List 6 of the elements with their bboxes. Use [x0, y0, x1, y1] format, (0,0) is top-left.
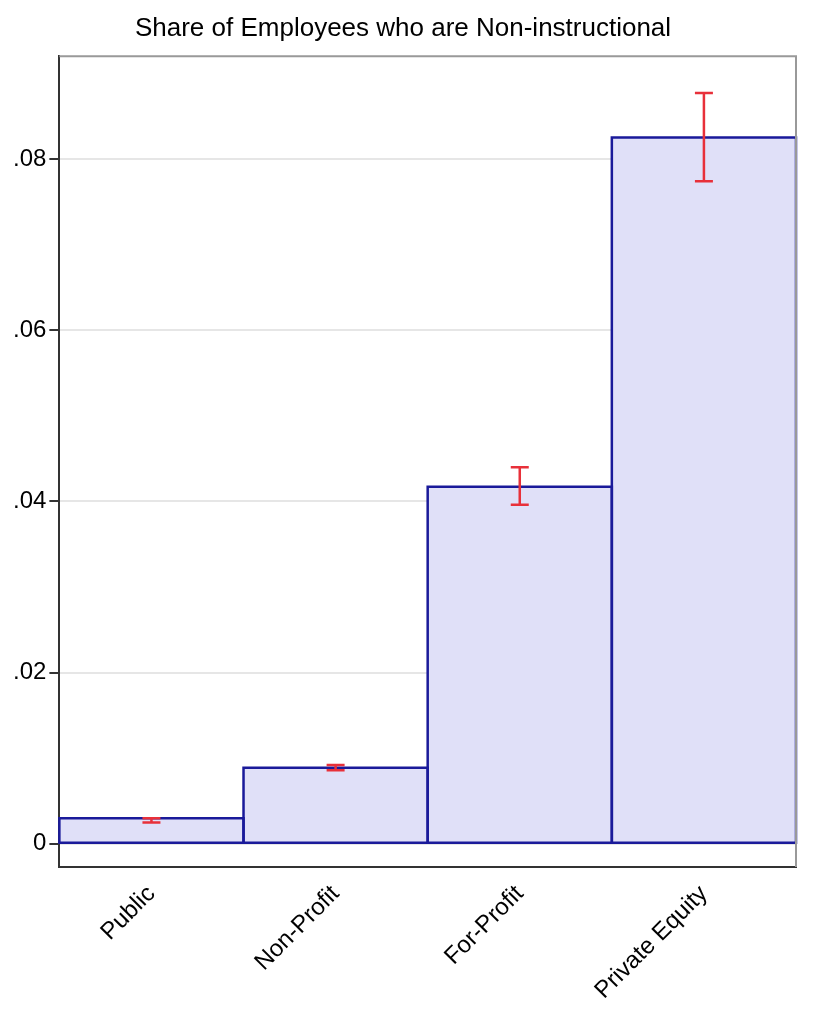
y-tick-label: 0	[33, 828, 47, 856]
y-tick-label: .08	[12, 143, 47, 171]
y-tick-label: .04	[12, 486, 47, 513]
chart-title: Share of Employees who are Non-instructional	[134, 11, 672, 42]
y-tick-label: .02	[12, 657, 47, 685]
y-tick-label: .06	[12, 314, 47, 342]
